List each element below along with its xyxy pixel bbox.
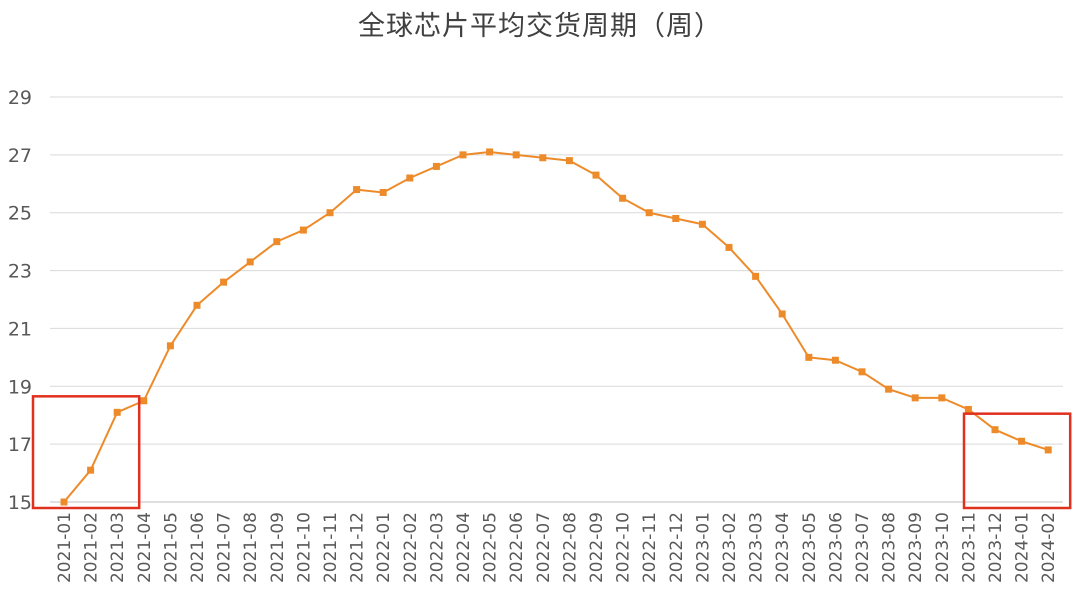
- data-point: [166, 342, 174, 350]
- y-tick-label: 15: [8, 492, 32, 514]
- data-point: [326, 209, 334, 217]
- data-point: [353, 186, 361, 194]
- x-tick-label: 2022-06: [507, 512, 527, 583]
- x-tick-label: 2021-01: [55, 512, 75, 583]
- x-tick-label: 2021-10: [294, 512, 314, 583]
- x-tick-label: 2022-08: [560, 512, 580, 583]
- x-tick-label: 2022-03: [427, 512, 447, 583]
- x-tick-label: 2021-11: [321, 512, 341, 583]
- data-point: [113, 408, 121, 416]
- x-tick-label: 2024-01: [1013, 512, 1033, 583]
- data-point: [672, 215, 680, 222]
- data-point: [220, 278, 228, 286]
- data-point: [1018, 437, 1026, 445]
- data-point: [87, 466, 95, 474]
- data-point: [379, 188, 387, 196]
- x-tick-label: 2023-04: [773, 512, 793, 583]
- x-tick-label: 2023-09: [906, 512, 926, 583]
- y-tick-label: 21: [8, 318, 32, 340]
- y-tick-label: 29: [8, 87, 32, 109]
- data-point: [60, 498, 68, 506]
- data-point: [565, 157, 573, 165]
- chart-title: 全球芯片平均交货周期（周）: [358, 11, 722, 42]
- x-tick-label: 2021-09: [268, 512, 288, 583]
- gridlines: [50, 96, 1063, 503]
- series-layer: [60, 148, 1052, 506]
- data-point: [831, 356, 839, 364]
- y-tick-label: 25: [8, 203, 32, 225]
- y-tick-label: 17: [8, 434, 32, 456]
- x-tick-label: 2022-09: [587, 512, 607, 583]
- data-point: [725, 243, 733, 251]
- highlight-box: [31, 395, 141, 510]
- data-point: [193, 301, 201, 309]
- x-tick-label: 2021-05: [161, 512, 181, 583]
- x-tick-label: 2023-05: [800, 512, 820, 583]
- x-tick-label: 2023-01: [693, 512, 713, 583]
- data-point: [938, 394, 946, 402]
- x-tick-label: 2022-07: [534, 512, 554, 583]
- x-tick-label: 2023-07: [853, 512, 873, 583]
- x-tick-label: 2022-12: [667, 512, 687, 583]
- x-axis-ticks: 2021-01 2021-02 2021-03 2021-04 2021-05 2021-…: [55, 512, 1059, 583]
- x-tick-label: 2023-11: [959, 512, 979, 583]
- x-tick-label: 2021-02: [82, 512, 102, 583]
- x-tick-label: 2021-08: [241, 512, 261, 583]
- data-point: [619, 194, 627, 202]
- data-point: [140, 397, 148, 405]
- data-point: [539, 154, 547, 162]
- data-point: [991, 426, 999, 434]
- x-tick-label: 2022-05: [481, 512, 501, 583]
- data-point: [592, 171, 600, 179]
- data-point: [1044, 446, 1052, 454]
- data-point: [299, 226, 307, 234]
- data-point: [512, 151, 520, 159]
- data-point: [778, 310, 786, 318]
- x-tick-label: 2023-10: [933, 512, 953, 583]
- highlight-box: [962, 412, 1072, 510]
- highlight-boxes: [31, 395, 1072, 510]
- x-tick-label: 2022-10: [614, 512, 634, 583]
- x-tick-label: 2023-12: [986, 512, 1006, 583]
- data-point: [964, 405, 972, 413]
- data-point: [885, 385, 893, 393]
- data-point: [805, 353, 813, 361]
- data-point: [752, 272, 760, 280]
- data-point: [858, 368, 866, 376]
- x-tick-label: 2022-02: [401, 512, 421, 583]
- x-tick-label: 2021-03: [108, 512, 128, 583]
- x-tick-label: 2021-07: [215, 512, 235, 583]
- data-point: [406, 174, 414, 182]
- x-tick-label: 2021-04: [135, 512, 155, 583]
- x-tick-label: 2022-01: [374, 512, 394, 583]
- x-tick-label: 2023-08: [880, 512, 900, 583]
- x-tick-label: 2021-06: [188, 512, 208, 583]
- x-tick-label: 2022-11: [640, 512, 660, 583]
- data-point: [645, 209, 653, 217]
- y-axis-ticks: 15 17 19 21 23 25 27 29: [8, 87, 32, 514]
- x-tick-label: 2024-02: [1039, 512, 1059, 583]
- x-tick-label: 2023-03: [747, 512, 767, 583]
- data-point: [698, 220, 706, 228]
- y-tick-label: 27: [8, 145, 32, 167]
- data-point: [911, 394, 919, 402]
- x-tick-label: 2023-06: [826, 512, 846, 583]
- y-tick-label: 19: [8, 376, 32, 398]
- data-point: [246, 258, 254, 266]
- data-point: [459, 151, 467, 159]
- x-tick-label: 2023-02: [720, 512, 740, 583]
- x-tick-label: 2022-04: [454, 512, 474, 583]
- data-point: [432, 162, 440, 170]
- data-point: [273, 238, 281, 246]
- x-tick-label: 2021-12: [348, 512, 368, 583]
- data-point: [486, 148, 494, 156]
- series-line: [63, 150, 1049, 503]
- y-tick-label: 23: [8, 261, 32, 283]
